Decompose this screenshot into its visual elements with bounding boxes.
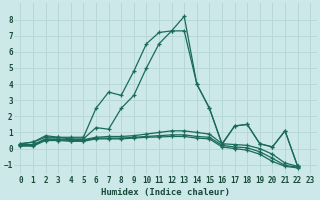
X-axis label: Humidex (Indice chaleur): Humidex (Indice chaleur) [101, 188, 230, 197]
